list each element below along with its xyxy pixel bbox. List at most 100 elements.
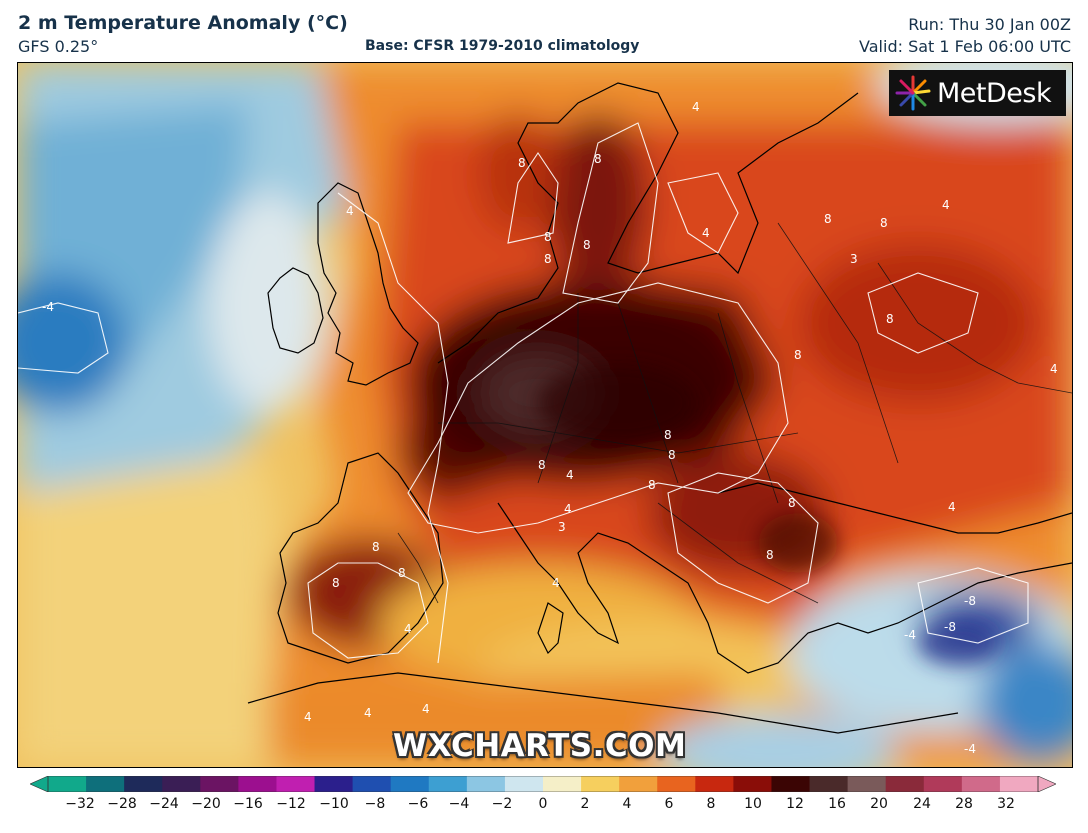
contour-label: 4 bbox=[422, 702, 430, 716]
colorbar-ticks: −32 −28 −24 −20 −16 −12 −10 −8 −6 −4 −2 … bbox=[0, 796, 1088, 820]
colorbar-tick-label: −24 bbox=[149, 796, 179, 812]
wxcharts-watermark: WXCHARTS.COM bbox=[393, 728, 687, 764]
contour-label: 4 bbox=[566, 468, 574, 482]
contour-label: 3 bbox=[558, 520, 566, 534]
colorbar-tick-label: −16 bbox=[233, 796, 263, 812]
contour-label: 4 bbox=[404, 622, 412, 636]
anomaly-map[interactable]: 8 8 8 8 8 8 8 8 8 8 8 8 8 8 8 8 8 8 4 4 … bbox=[17, 62, 1073, 768]
contour-label: 8 bbox=[372, 540, 380, 554]
anomaly-map-canvas: 8 8 8 8 8 8 8 8 8 8 8 8 8 8 8 8 8 8 4 4 … bbox=[18, 63, 1072, 767]
contour-label: -8 bbox=[944, 620, 956, 634]
colorbar-segment bbox=[314, 776, 354, 792]
colorbar-segment bbox=[86, 776, 125, 792]
colorbar-segment bbox=[733, 776, 772, 792]
contour-label: 8 bbox=[766, 548, 774, 562]
contour-label: 8 bbox=[824, 212, 832, 226]
metdesk-burst-icon bbox=[895, 75, 931, 111]
colorbar-tick-label: −12 bbox=[276, 796, 306, 812]
contour-label: 4 bbox=[552, 576, 560, 590]
contour-label: 4 bbox=[1050, 362, 1058, 376]
anomaly-contours bbox=[18, 122, 1029, 664]
base-climatology-label: Base: CFSR 1979-2010 climatology bbox=[365, 38, 640, 54]
colorbar-tick-label: −8 bbox=[364, 796, 386, 812]
metdesk-logo-text: MetDesk bbox=[937, 77, 1052, 109]
colorbar-tick-label: 4 bbox=[622, 796, 632, 812]
colorbar-segment bbox=[276, 776, 316, 792]
contour-label: 8 bbox=[794, 348, 802, 362]
colorbar-tick-label: 32 bbox=[997, 796, 1015, 812]
contour-label: 3 bbox=[850, 252, 858, 266]
colorbar-tick-label: −2 bbox=[491, 796, 513, 812]
contour-label: -4 bbox=[904, 628, 916, 642]
colorbar-tick-label: −32 bbox=[65, 796, 95, 812]
colorbar-max-arrow bbox=[1037, 776, 1056, 792]
colorbar-segment bbox=[48, 776, 87, 792]
contour-label: 8 bbox=[594, 152, 602, 166]
model-label: GFS 0.25° bbox=[18, 37, 99, 56]
contour-label: -4 bbox=[42, 300, 54, 314]
colorbar-segment bbox=[695, 776, 734, 792]
contour-label-group: 8 8 8 8 8 8 8 8 8 8 8 8 8 8 8 8 8 8 4 4 … bbox=[42, 100, 1058, 756]
colorbar-segment bbox=[999, 776, 1039, 792]
colorbar-tick-label: −20 bbox=[191, 796, 221, 812]
colorbar-segment bbox=[238, 776, 277, 792]
contour-label: 8 bbox=[668, 448, 676, 462]
colorbar-segment bbox=[352, 776, 392, 792]
metdesk-logo: MetDesk bbox=[889, 70, 1066, 116]
colorbar bbox=[30, 776, 1056, 792]
colorbar-segment bbox=[961, 776, 1001, 792]
colorbar-min-arrow bbox=[30, 776, 49, 792]
colorbar-tick-label: 24 bbox=[913, 796, 931, 812]
contour-label: 8 bbox=[648, 478, 656, 492]
colorbar-tick-label: 8 bbox=[706, 796, 716, 812]
colorbar-segment bbox=[162, 776, 201, 792]
colorbar-segment bbox=[847, 776, 887, 792]
colorbar-tick-label: −28 bbox=[107, 796, 137, 812]
colorbar-segment bbox=[390, 776, 430, 792]
colorbar-segment bbox=[124, 776, 163, 792]
colorbar-tick-label: 6 bbox=[664, 796, 674, 812]
contour-label: 8 bbox=[398, 566, 406, 580]
colorbar-segment bbox=[504, 776, 544, 792]
contour-label: 4 bbox=[364, 706, 372, 720]
contour-label: 8 bbox=[538, 458, 546, 472]
contour-label: 8 bbox=[583, 238, 591, 252]
colorbar-segment bbox=[200, 776, 239, 792]
colorbar-segment bbox=[466, 776, 506, 792]
colorbar-segment bbox=[581, 776, 620, 792]
colorbar-tick-label: 16 bbox=[828, 796, 846, 812]
colorbar-segment bbox=[657, 776, 696, 792]
contour-label: 8 bbox=[788, 496, 796, 510]
colorbar-segment bbox=[543, 776, 582, 792]
contour-label: 4 bbox=[564, 502, 572, 516]
colorbar-tick-label: 10 bbox=[744, 796, 762, 812]
valid-time-label: Valid: Sat 1 Feb 06:00 UTC bbox=[859, 37, 1071, 56]
colorbar-tick-label: 0 bbox=[538, 796, 548, 812]
contour-label: 8 bbox=[544, 230, 552, 244]
contour-label: 4 bbox=[942, 198, 950, 212]
colorbar-tick-label: 28 bbox=[955, 796, 973, 812]
contour-label: 8 bbox=[332, 576, 340, 590]
contour-label: 4 bbox=[304, 710, 312, 724]
colorbar-segment bbox=[428, 776, 468, 792]
run-time-label: Run: Thu 30 Jan 00Z bbox=[908, 15, 1071, 34]
country-borders bbox=[397, 222, 1072, 604]
contour-label: 4 bbox=[948, 500, 956, 514]
contour-label: 8 bbox=[664, 428, 672, 442]
colorbar-tick-label: 2 bbox=[580, 796, 590, 812]
colorbar-tick-label: 20 bbox=[870, 796, 888, 812]
contour-label: -4 bbox=[964, 742, 976, 756]
colorbar-tick-label: 12 bbox=[786, 796, 804, 812]
colorbar-segment bbox=[885, 776, 925, 792]
contour-label: 4 bbox=[692, 100, 700, 114]
colorbar-segment bbox=[809, 776, 849, 792]
contour-label: 4 bbox=[346, 204, 354, 218]
colorbar-tick-label: −10 bbox=[319, 796, 349, 812]
contour-label: 8 bbox=[544, 252, 552, 266]
map-title: 2 m Temperature Anomaly (°C) bbox=[18, 12, 348, 34]
contour-label: 4 bbox=[702, 226, 710, 240]
contour-label: 8 bbox=[518, 156, 526, 170]
contour-label: 8 bbox=[880, 216, 888, 230]
coastlines bbox=[247, 82, 1072, 734]
colorbar-tick-label: −6 bbox=[407, 796, 429, 812]
